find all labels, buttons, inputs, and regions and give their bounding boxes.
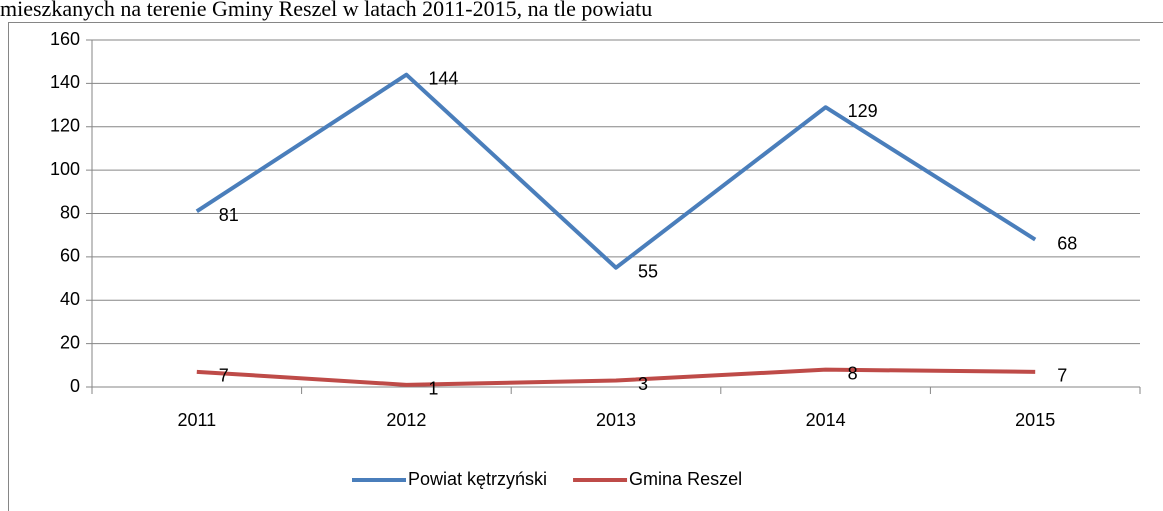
line: [196, 367, 1036, 387]
x-tick-label: 2012: [386, 410, 426, 430]
y-tick-label: 140: [50, 72, 80, 92]
legend-label: Gmina Reszel: [629, 469, 742, 489]
y-tick-label: 20: [60, 332, 80, 352]
x-tick-label: 2015: [1015, 410, 1055, 430]
data-label: 81: [219, 205, 239, 225]
y-tick-label: 40: [60, 289, 80, 309]
data-label: 3: [638, 374, 648, 394]
data-label: 7: [1057, 366, 1067, 386]
legend-label: Powiat kętrzyński: [408, 469, 547, 489]
data-label: 129: [848, 101, 878, 121]
x-tick-label: 2014: [806, 410, 846, 430]
data-label: 68: [1057, 233, 1077, 253]
data-label: 144: [428, 68, 458, 88]
data-label: 55: [638, 261, 658, 281]
data-label: 7: [219, 366, 229, 386]
y-tick-label: 0: [70, 376, 80, 396]
y-tick-label: 80: [60, 202, 80, 222]
line: [195, 72, 1037, 270]
x-tick-label: 2013: [596, 410, 636, 430]
y-tick-label: 160: [50, 29, 80, 49]
y-tick-label: 60: [60, 246, 80, 266]
chart-border: [8, 22, 1163, 511]
data-label: 1: [428, 379, 438, 399]
data-label: 8: [848, 363, 858, 383]
chart-title: mieszkanych na terenie Gminy Reszel w la…: [0, 0, 652, 21]
y-tick-label: 100: [50, 159, 80, 179]
x-tick-label: 2011: [177, 410, 216, 430]
y-tick-label: 120: [50, 116, 80, 136]
